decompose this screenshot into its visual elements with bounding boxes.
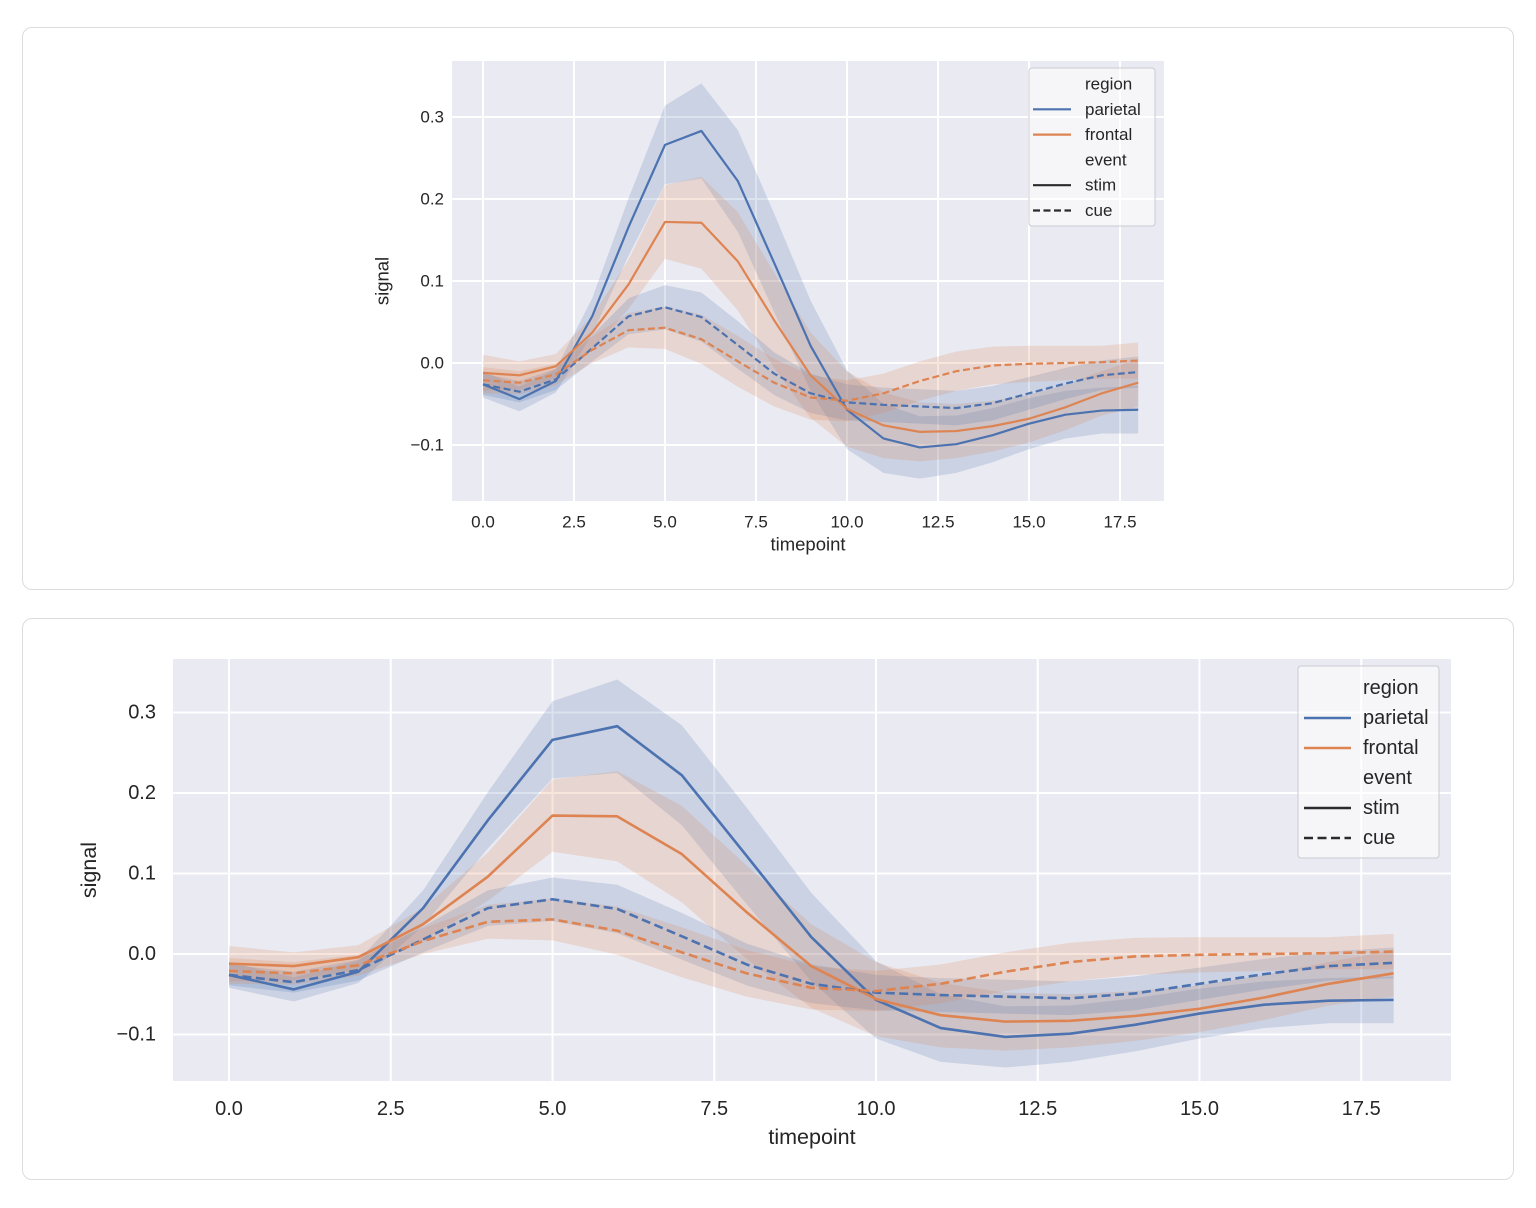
y-tick-label: −0.1 (117, 1024, 156, 1046)
x-tick-label: 2.5 (562, 513, 586, 532)
fmri-line-chart-top: 0.0 2.5 5.0 7.5 10.0 12.5 15.0 17.5 0.3 0.2 0.1 0.0… (23, 28, 1513, 589)
band-frontal-stim (229, 771, 1394, 1051)
x-tick-label: 15.0 (1180, 1098, 1219, 1120)
legend-label-cue: cue (1363, 827, 1395, 849)
legend: region parietal frontal event stim cue (1297, 665, 1440, 859)
x-tick-label: 5.0 (653, 513, 677, 532)
series-line-parietal-stim (228, 724, 1394, 1039)
x-tick-label: 15.0 (1012, 513, 1045, 532)
y-tick-label: 0.1 (128, 863, 156, 885)
x-tick-label: 12.5 (1018, 1098, 1057, 1120)
series-line-frontal-stim (482, 220, 1139, 433)
legend-group-title: event (1085, 150, 1127, 169)
x-tick-label: 12.5 (921, 513, 954, 532)
legend-frame (1297, 665, 1440, 859)
series-line-parietal-cue (228, 897, 1394, 1000)
x-tick-label: 0.0 (471, 513, 495, 532)
y-tick-label: 0.3 (420, 108, 444, 127)
data-marks (482, 83, 1139, 479)
figure-card-top: 0.0 2.5 5.0 7.5 10.0 12.5 15.0 17.5 0.3 0.2 0.1 0.0… (22, 27, 1514, 590)
chart-svg: 0.0 2.5 5.0 7.5 10.0 12.5 15.0 17.5 0.3 0.2 0.1 0.0… (372, 61, 1164, 555)
legend-label-frontal: frontal (1363, 737, 1419, 759)
legend-label-stim: stim (1363, 797, 1400, 819)
band-parietal-cue (229, 877, 1394, 1016)
legend: region parietal frontal event stim cue (1028, 67, 1156, 227)
y-axis-label: signal (372, 257, 393, 305)
y-axis-label: signal (77, 842, 101, 898)
legend-label-frontal: frontal (1085, 125, 1132, 144)
band-parietal-stim (483, 83, 1139, 479)
x-tick-label: 7.5 (744, 513, 768, 532)
legend-group-title: event (1363, 767, 1412, 789)
series-line-parietal-stim (482, 129, 1139, 449)
series-line-frontal-stim (228, 814, 1394, 1023)
band-frontal-stim (483, 176, 1139, 462)
series-line-frontal-cue (482, 326, 1139, 402)
series-line-frontal-cue (228, 918, 1394, 993)
x-tick-label: 0.0 (215, 1098, 243, 1120)
x-tick-label: 10.0 (857, 1098, 896, 1120)
legend-label-stim: stim (1085, 176, 1116, 195)
y-tick-label: 0.1 (420, 272, 444, 291)
x-tick-label: 5.0 (539, 1098, 567, 1120)
x-tick-label: 2.5 (377, 1098, 405, 1120)
legend-label-cue: cue (1085, 201, 1112, 220)
band-parietal-stim (229, 679, 1394, 1068)
legend-label-parietal: parietal (1085, 100, 1141, 119)
band-frontal-cue (229, 898, 1394, 1012)
band-parietal-cue (483, 285, 1139, 426)
legend-label-parietal: parietal (1363, 707, 1429, 729)
chart-svg: 0.0 2.5 5.0 7.5 10.0 12.5 15.0 17.5 0.3 0.2 0.1 0.0… (77, 659, 1451, 1149)
x-axis-label: timepoint (768, 1125, 855, 1149)
y-tick-label: −0.1 (410, 436, 444, 455)
legend-frame (1028, 67, 1156, 227)
x-axis-label: timepoint (770, 534, 845, 555)
y-tick-label: 0.2 (128, 782, 156, 804)
x-tick-label: 10.0 (830, 513, 863, 532)
y-tick-label: 0.0 (128, 943, 156, 965)
figure-card-bottom: 0.0 2.5 5.0 7.5 10.0 12.5 15.0 17.5 0.3 0.2 0.1 0.0… (22, 618, 1514, 1180)
y-tick-label: 0.2 (420, 190, 444, 209)
data-marks (228, 679, 1394, 1068)
x-tick-label: 17.5 (1103, 513, 1136, 532)
series-line-parietal-cue (482, 306, 1139, 410)
x-tick-label: 7.5 (700, 1098, 728, 1120)
band-frontal-cue (483, 306, 1139, 422)
y-tick-label: 0.0 (420, 354, 444, 373)
plot-area (173, 659, 1451, 1081)
fmri-line-chart-bottom: 0.0 2.5 5.0 7.5 10.0 12.5 15.0 17.5 0.3 0.2 0.1 0.0… (23, 619, 1513, 1179)
legend-group-title: region (1085, 75, 1132, 94)
x-tick-label: 17.5 (1342, 1098, 1381, 1120)
y-tick-label: 0.3 (128, 702, 156, 724)
legend-group-title: region (1363, 677, 1419, 699)
